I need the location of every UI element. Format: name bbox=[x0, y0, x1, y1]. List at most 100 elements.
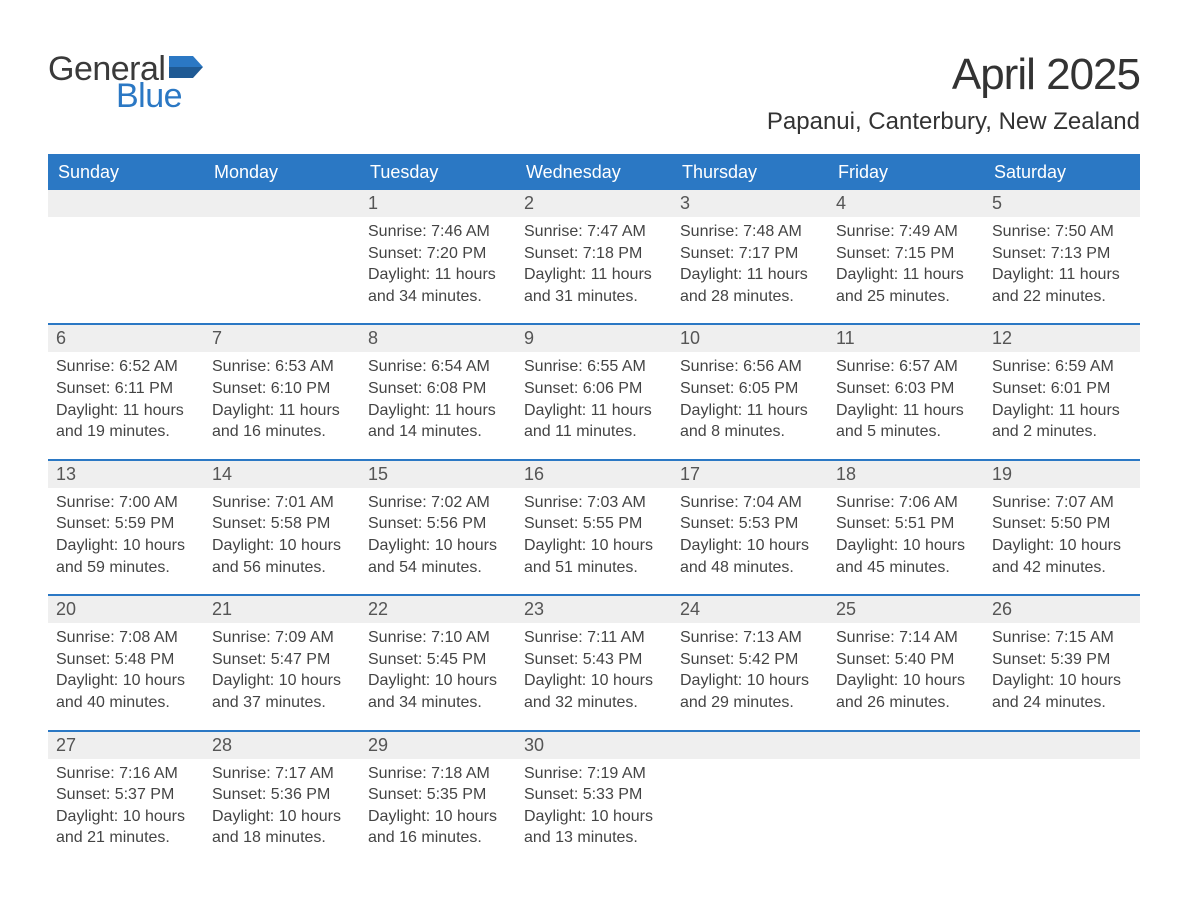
calendar-week: 6Sunrise: 6:52 AMSunset: 6:11 PMDaylight… bbox=[48, 323, 1140, 458]
calendar-day-empty bbox=[672, 732, 828, 865]
sunset-text: Sunset: 5:33 PM bbox=[524, 784, 664, 806]
day-number-row: 12 bbox=[984, 325, 1140, 352]
calendar-day: 8Sunrise: 6:54 AMSunset: 6:08 PMDaylight… bbox=[360, 325, 516, 458]
sunrise-text: Sunrise: 7:48 AM bbox=[680, 221, 820, 243]
day-number-row: 2 bbox=[516, 190, 672, 217]
weekday-header: Monday bbox=[204, 154, 360, 190]
sunrise-text: Sunrise: 6:59 AM bbox=[992, 356, 1132, 378]
day-number-row: 15 bbox=[360, 461, 516, 488]
calendar-day: 5 Sunrise: 7:50 AMSunset: 7:13 PMDaylight… bbox=[984, 190, 1140, 323]
daylight-text: Daylight: 10 hours and 40 minutes. bbox=[56, 670, 196, 713]
daylight-text: Daylight: 10 hours and 56 minutes. bbox=[212, 535, 352, 578]
calendar-day: 4Sunrise: 7:49 AMSunset: 7:15 PMDaylight… bbox=[828, 190, 984, 323]
day-number: 29 bbox=[368, 735, 388, 755]
calendar-day: 12Sunrise: 6:59 AMSunset: 6:01 PMDayligh… bbox=[984, 325, 1140, 458]
weekday-header: Thursday bbox=[672, 154, 828, 190]
day-details: Sunrise: 7:49 AMSunset: 7:15 PMDaylight:… bbox=[828, 217, 984, 323]
daylight-text: Daylight: 10 hours and 16 minutes. bbox=[368, 806, 508, 849]
weekday-header-row: Sunday Monday Tuesday Wednesday Thursday… bbox=[48, 154, 1140, 190]
calendar-day: 24Sunrise: 7:13 AMSunset: 5:42 PMDayligh… bbox=[672, 596, 828, 729]
calendar-day: 30 Sunrise: 7:19 AMSunset: 5:33 PMDayligh… bbox=[516, 732, 672, 865]
day-number-row: 27 bbox=[48, 732, 204, 759]
sunset-text: Sunset: 7:20 PM bbox=[368, 243, 508, 265]
sunset-text: Sunset: 5:58 PM bbox=[212, 513, 352, 535]
sunset-text: Sunset: 5:53 PM bbox=[680, 513, 820, 535]
day-number: 17 bbox=[680, 464, 700, 484]
daylight-text: Daylight: 10 hours and 45 minutes. bbox=[836, 535, 976, 578]
calendar-day-empty bbox=[828, 732, 984, 865]
sunset-text: Sunset: 7:15 PM bbox=[836, 243, 976, 265]
daylight-text: Daylight: 11 hours and 22 minutes. bbox=[992, 264, 1132, 307]
day-details: Sunrise: 7:50 AMSunset: 7:13 PMDaylight:… bbox=[984, 217, 1140, 323]
sunrise-text: Sunrise: 7:15 AM bbox=[992, 627, 1132, 649]
calendar-day: 9Sunrise: 6:55 AMSunset: 6:06 PMDaylight… bbox=[516, 325, 672, 458]
day-number-row: 29 bbox=[360, 732, 516, 759]
weekday-header: Friday bbox=[828, 154, 984, 190]
day-number-row: 9 bbox=[516, 325, 672, 352]
day-number-row: 16 bbox=[516, 461, 672, 488]
calendar-day: 16Sunrise: 7:03 AMSunset: 5:55 PMDayligh… bbox=[516, 461, 672, 594]
day-number-row: 14 bbox=[204, 461, 360, 488]
day-details: Sunrise: 7:48 AMSunset: 7:17 PMDaylight:… bbox=[672, 217, 828, 323]
day-number-row: 4 bbox=[828, 190, 984, 217]
day-number-row bbox=[672, 732, 828, 759]
sunset-text: Sunset: 5:56 PM bbox=[368, 513, 508, 535]
calendar-day: 20Sunrise: 7:08 AMSunset: 5:48 PMDayligh… bbox=[48, 596, 204, 729]
sunset-text: Sunset: 5:37 PM bbox=[56, 784, 196, 806]
sunset-text: Sunset: 5:59 PM bbox=[56, 513, 196, 535]
weekday-header: Sunday bbox=[48, 154, 204, 190]
day-number: 2 bbox=[524, 193, 534, 213]
day-number: 18 bbox=[836, 464, 856, 484]
day-number-row: 26 bbox=[984, 596, 1140, 623]
day-number-row: 11 bbox=[828, 325, 984, 352]
daylight-text: Daylight: 10 hours and 29 minutes. bbox=[680, 670, 820, 713]
day-number-row: 21 bbox=[204, 596, 360, 623]
day-number-row: 18 bbox=[828, 461, 984, 488]
day-number: 10 bbox=[680, 328, 700, 348]
sunset-text: Sunset: 5:47 PM bbox=[212, 649, 352, 671]
daylight-text: Daylight: 11 hours and 8 minutes. bbox=[680, 400, 820, 443]
day-number: 15 bbox=[368, 464, 388, 484]
day-number: 1 bbox=[368, 193, 378, 213]
day-details: Sunrise: 7:19 AMSunset: 5:33 PMDaylight:… bbox=[516, 759, 672, 865]
calendar-day: 6Sunrise: 6:52 AMSunset: 6:11 PMDaylight… bbox=[48, 325, 204, 458]
calendar-day: 2Sunrise: 7:47 AMSunset: 7:18 PMDaylight… bbox=[516, 190, 672, 323]
day-number: 30 bbox=[524, 735, 544, 755]
day-number-row: 17 bbox=[672, 461, 828, 488]
daylight-text: Daylight: 11 hours and 19 minutes. bbox=[56, 400, 196, 443]
day-number-row: 24 bbox=[672, 596, 828, 623]
day-number: 8 bbox=[368, 328, 378, 348]
day-details: Sunrise: 7:15 AMSunset: 5:39 PMDaylight:… bbox=[984, 623, 1140, 729]
day-number-row: 10 bbox=[672, 325, 828, 352]
sunset-text: Sunset: 5:51 PM bbox=[836, 513, 976, 535]
daylight-text: Daylight: 11 hours and 14 minutes. bbox=[368, 400, 508, 443]
calendar-day: 26Sunrise: 7:15 AMSunset: 5:39 PMDayligh… bbox=[984, 596, 1140, 729]
day-number-row: 20 bbox=[48, 596, 204, 623]
day-details: Sunrise: 7:07 AMSunset: 5:50 PMDaylight:… bbox=[984, 488, 1140, 594]
sunrise-text: Sunrise: 7:14 AM bbox=[836, 627, 976, 649]
day-number-row: 5 bbox=[984, 190, 1140, 217]
calendar-day-empty bbox=[984, 732, 1140, 865]
calendar-week: 20Sunrise: 7:08 AMSunset: 5:48 PMDayligh… bbox=[48, 594, 1140, 729]
calendar-day: 21Sunrise: 7:09 AMSunset: 5:47 PMDayligh… bbox=[204, 596, 360, 729]
day-details: Sunrise: 7:10 AMSunset: 5:45 PMDaylight:… bbox=[360, 623, 516, 729]
day-number: 12 bbox=[992, 328, 1012, 348]
calendar-day: 15 Sunrise: 7:02 AMSunset: 5:56 PMDayligh… bbox=[360, 461, 516, 594]
sunrise-text: Sunrise: 6:53 AM bbox=[212, 356, 352, 378]
day-details: Sunrise: 6:55 AMSunset: 6:06 PMDaylight:… bbox=[516, 352, 672, 458]
day-number-row: 8 bbox=[360, 325, 516, 352]
daylight-text: Daylight: 10 hours and 51 minutes. bbox=[524, 535, 664, 578]
day-details: Sunrise: 6:56 AMSunset: 6:05 PMDaylight:… bbox=[672, 352, 828, 458]
calendar-week: 13Sunrise: 7:00 AMSunset: 5:59 PMDayligh… bbox=[48, 459, 1140, 594]
sunset-text: Sunset: 7:13 PM bbox=[992, 243, 1132, 265]
day-details: Sunrise: 7:02 AMSunset: 5:56 PMDaylight:… bbox=[360, 488, 516, 594]
day-details: Sunrise: 7:13 AMSunset: 5:42 PMDaylight:… bbox=[672, 623, 828, 729]
calendar-day: 1Sunrise: 7:46 AMSunset: 7:20 PMDaylight… bbox=[360, 190, 516, 323]
day-details: Sunrise: 7:18 AMSunset: 5:35 PMDaylight:… bbox=[360, 759, 516, 865]
sunrise-text: Sunrise: 7:47 AM bbox=[524, 221, 664, 243]
calendar-week: 27Sunrise: 7:16 AMSunset: 5:37 PMDayligh… bbox=[48, 730, 1140, 865]
daylight-text: Daylight: 10 hours and 26 minutes. bbox=[836, 670, 976, 713]
daylight-text: Daylight: 10 hours and 59 minutes. bbox=[56, 535, 196, 578]
day-number-row bbox=[984, 732, 1140, 759]
day-number: 5 bbox=[992, 193, 1002, 213]
